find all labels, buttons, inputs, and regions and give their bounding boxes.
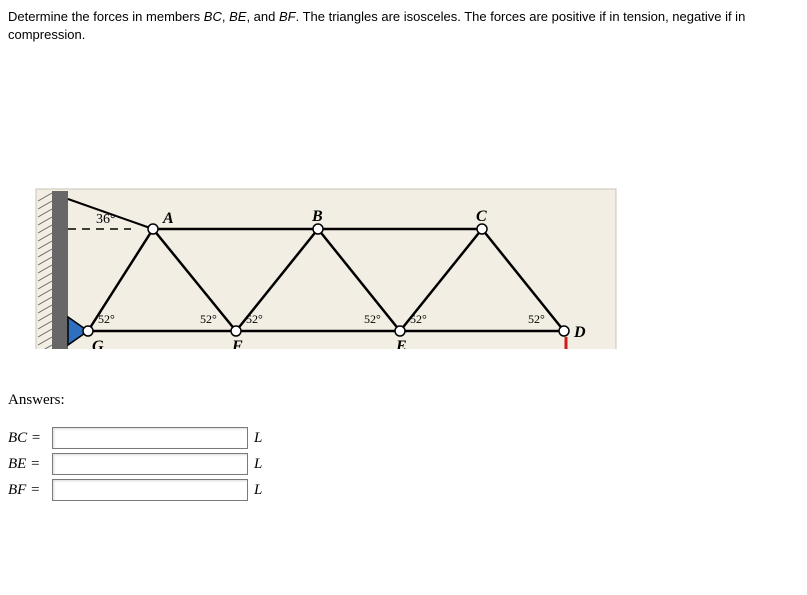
answer-row-bc: BC = L <box>8 427 799 449</box>
svg-text:E: E <box>395 338 407 349</box>
answer-row-be: BE = L <box>8 453 799 475</box>
q-m1: BC <box>204 9 222 24</box>
answer-label-be: BE = <box>8 456 52 473</box>
svg-text:F: F <box>231 338 243 349</box>
question-text: Determine the forces in members BC, BE, … <box>8 8 799 43</box>
svg-text:52°: 52° <box>246 312 263 326</box>
svg-text:36°: 36° <box>96 212 116 227</box>
answer-unit-bf: L <box>254 482 262 499</box>
answer-row-bf: BF = L <box>8 479 799 501</box>
q-m3: BF <box>279 9 296 24</box>
svg-text:52°: 52° <box>410 312 427 326</box>
svg-text:C: C <box>476 208 487 225</box>
svg-text:G: G <box>92 338 104 349</box>
answer-input-bf[interactable] <box>52 479 248 501</box>
svg-text:52°: 52° <box>528 312 545 326</box>
svg-text:D: D <box>573 324 586 341</box>
svg-text:B: B <box>311 208 323 225</box>
q-prefix: Determine the forces in members <box>8 9 204 24</box>
svg-text:52°: 52° <box>200 312 217 326</box>
answer-unit-be: L <box>254 456 262 473</box>
answers-heading: Answers: <box>8 392 799 409</box>
svg-text:A: A <box>162 210 174 227</box>
answer-unit-bc: L <box>254 430 262 447</box>
svg-text:52°: 52° <box>98 312 115 326</box>
truss-svg: 36°52°52°52°52°52°52°ABCGFEDL <box>8 59 708 349</box>
q-m2: BE <box>229 9 246 24</box>
answer-label-bc: BC = <box>8 430 52 447</box>
truss-diagram: 36°52°52°52°52°52°52°ABCGFEDL <box>8 59 799 352</box>
answer-input-be[interactable] <box>52 453 248 475</box>
answer-input-bc[interactable] <box>52 427 248 449</box>
svg-text:52°: 52° <box>364 312 381 326</box>
answer-label-bf: BF = <box>8 482 52 499</box>
